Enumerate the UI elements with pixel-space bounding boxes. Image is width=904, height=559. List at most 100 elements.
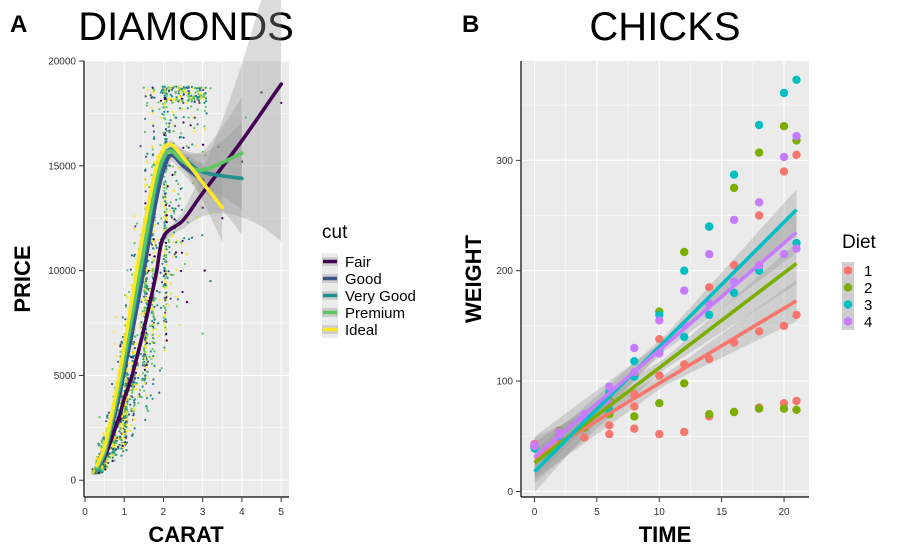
data-point-diamond [123, 442, 126, 445]
data-point-diet-1 [792, 310, 801, 320]
data-point-diamond [165, 291, 168, 294]
data-point-diet-3 [792, 75, 801, 85]
data-point-diamond [164, 329, 167, 332]
data-point-diet-4 [792, 131, 801, 141]
data-point-diamond [141, 385, 144, 388]
data-point-diamond [173, 212, 176, 215]
data-point-diamond [170, 88, 174, 91]
data-point-diamond [148, 325, 151, 328]
x-tick-label: 2 [161, 507, 167, 518]
data-point-diamond [124, 433, 127, 436]
data-point-diamond [114, 343, 117, 346]
data-point-diamond [133, 417, 136, 420]
data-point-diamond [170, 273, 173, 276]
data-point-diamond [174, 90, 177, 93]
data-point-diamond [177, 99, 181, 102]
data-point-diamond [166, 110, 169, 113]
data-point-diamond [182, 116, 185, 119]
data-point-diamond [187, 238, 191, 241]
x-tick-label: 20 [778, 507, 790, 518]
data-point-diamond [170, 214, 173, 217]
data-point-diamond [120, 454, 123, 457]
data-point-diamond [178, 85, 181, 88]
x-tick-label: 4 [239, 507, 245, 518]
data-point-diamond [168, 122, 171, 125]
data-point-diamond [185, 145, 188, 148]
fit-lines-chicks [533, 208, 798, 473]
data-point-diamond [179, 95, 182, 98]
data-point-diamond [147, 410, 150, 413]
data-point-diamond [163, 92, 167, 95]
data-point-diamond [137, 376, 140, 380]
data-point-diamond [173, 98, 176, 101]
data-point-diamond [165, 208, 168, 211]
data-point-diamond [142, 372, 145, 375]
data-point-diamond [127, 377, 130, 380]
data-point-diamond [168, 251, 171, 254]
data-point-diamond [106, 416, 109, 419]
data-point-diamond [151, 320, 154, 323]
data-point-diamond [143, 292, 147, 295]
data-point-diamond [164, 100, 167, 103]
data-point-diamond [151, 111, 154, 115]
data-point-diamond [133, 401, 136, 404]
data-point-diamond [123, 423, 126, 426]
data-point-diamond [131, 434, 134, 437]
data-point-diamond [152, 355, 155, 358]
data-point-diamond [154, 223, 157, 226]
data-point-diamond [204, 86, 207, 89]
data-point-diet-1 [754, 327, 764, 336]
data-point-diamond [136, 395, 139, 398]
data-point-diamond [171, 110, 174, 113]
data-point-diet-1 [754, 211, 764, 220]
data-point-diamond [145, 405, 148, 408]
data-point-diet-3 [705, 222, 714, 231]
data-point-diamond [190, 105, 193, 108]
x-tick-label: 15 [716, 507, 728, 518]
data-point-diamond [169, 282, 172, 285]
data-point-diamond [151, 109, 154, 112]
data-point-diamond [158, 291, 161, 294]
data-point-diamond [187, 86, 191, 89]
data-point-diamond [185, 300, 189, 304]
data-point-diet-1 [655, 371, 664, 380]
data-point-diamond [125, 415, 128, 419]
data-point-diet-2 [655, 399, 664, 408]
data-point-diamond [153, 341, 156, 344]
data-point-diamond [122, 446, 125, 449]
data-point-diet-4 [729, 215, 739, 225]
data-point-diamond [144, 117, 147, 120]
data-point-diamond [166, 185, 169, 188]
data-point-diamond [196, 90, 199, 93]
data-point-diamond [145, 183, 148, 186]
data-point-diamond [132, 410, 135, 413]
data-point-diamond [152, 259, 155, 262]
data-point-diamond [163, 192, 166, 195]
data-point-diamond [148, 186, 151, 189]
confidence-band-fair [96, 0, 282, 473]
data-point-diamond [152, 266, 155, 270]
confidence-band-very-good [96, 121, 242, 474]
data-point-diamond [173, 253, 176, 256]
data-point-diamond [152, 124, 155, 127]
data-point-diamond [104, 427, 107, 430]
data-point-diamond [152, 130, 155, 133]
data-point-diamond [129, 268, 132, 271]
y-tick-label: 0 [507, 487, 513, 498]
data-point-diamond [172, 209, 176, 213]
y-tick-label: 200 [496, 266, 513, 277]
data-point-diamond [151, 303, 154, 307]
data-point-diamond [151, 269, 154, 272]
data-point-diamond [151, 306, 155, 310]
data-point-diamond [166, 303, 169, 306]
data-point-diamond [107, 411, 110, 414]
data-point-diamond [163, 110, 166, 113]
data-point-diamond [144, 95, 147, 98]
data-point-diamond [162, 183, 166, 186]
data-point-diamond [191, 116, 195, 119]
data-point-diamond [164, 127, 167, 131]
data-point-diamond [159, 91, 162, 94]
data-point-diamond [165, 129, 168, 132]
data-point-diamond [169, 98, 172, 101]
